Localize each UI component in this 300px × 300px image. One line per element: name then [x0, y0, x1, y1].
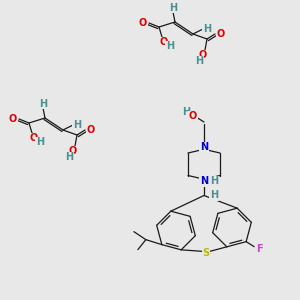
Text: O: O: [30, 133, 38, 143]
Text: H: H: [166, 41, 174, 51]
Text: H: H: [73, 120, 81, 130]
Text: H: H: [39, 99, 47, 109]
Text: O: O: [160, 37, 168, 47]
Text: H: H: [203, 24, 211, 34]
Text: H: H: [182, 107, 190, 117]
Text: O: O: [87, 125, 95, 135]
Text: O: O: [217, 29, 225, 39]
Text: H: H: [65, 152, 73, 162]
Text: O: O: [69, 146, 77, 156]
Text: N: N: [200, 142, 208, 152]
Text: O: O: [139, 18, 147, 28]
Text: H: H: [195, 56, 203, 66]
Text: H: H: [210, 190, 218, 200]
Text: O: O: [9, 114, 17, 124]
Text: H: H: [169, 3, 177, 13]
Text: O: O: [189, 111, 197, 121]
Text: N: N: [200, 176, 208, 187]
Text: F: F: [256, 244, 262, 254]
Text: O: O: [199, 50, 207, 60]
Text: H: H: [210, 176, 218, 187]
Text: H: H: [36, 137, 44, 147]
Text: S: S: [202, 248, 210, 258]
